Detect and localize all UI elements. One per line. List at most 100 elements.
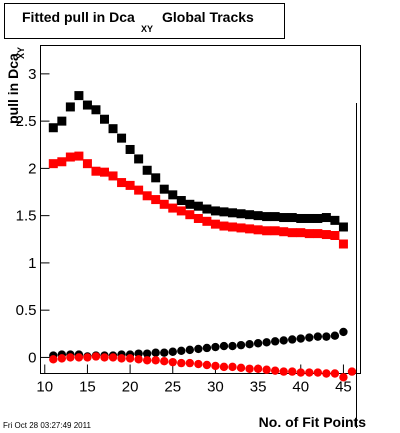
- marker: [262, 338, 271, 347]
- y-tick-label: 2: [28, 160, 36, 177]
- marker: [296, 228, 306, 238]
- marker: [125, 144, 135, 154]
- marker: [245, 364, 254, 373]
- title-box: [4, 3, 285, 39]
- marker: [262, 226, 272, 236]
- marker: [100, 353, 109, 362]
- marker: [296, 368, 305, 377]
- marker: [159, 199, 169, 209]
- marker: [219, 362, 229, 372]
- y-tick-label: 2.5: [16, 113, 37, 130]
- marker: [313, 332, 323, 341]
- marker: [279, 367, 288, 376]
- marker: [330, 331, 340, 340]
- marker: [270, 337, 280, 346]
- marker: [236, 223, 246, 233]
- marker: [193, 201, 203, 211]
- marker: [57, 116, 67, 126]
- marker: [177, 346, 186, 356]
- chart-title-subscript: XY: [141, 24, 153, 34]
- y-tick-label: 1.5: [16, 208, 37, 225]
- marker: [151, 356, 160, 365]
- marker: [108, 171, 118, 181]
- marker: [313, 213, 323, 223]
- marker: [305, 368, 314, 377]
- marker: [202, 216, 212, 226]
- marker: [117, 178, 127, 188]
- marker: [245, 339, 254, 349]
- marker: [168, 203, 178, 213]
- marker: [91, 166, 101, 176]
- x-tick-label: 45: [335, 379, 352, 396]
- marker: [48, 123, 58, 133]
- marker: [304, 229, 314, 239]
- x-tick-label: 35: [250, 379, 267, 396]
- marker: [82, 100, 92, 110]
- chart-title-suffix: Global Tracks: [162, 9, 254, 25]
- marker: [288, 367, 297, 376]
- marker: [270, 212, 280, 222]
- marker: [339, 373, 348, 382]
- marker: [288, 335, 297, 344]
- marker: [74, 353, 84, 362]
- marker: [296, 213, 306, 223]
- marker: [245, 210, 255, 220]
- marker: [253, 211, 263, 221]
- marker: [313, 368, 323, 377]
- marker: [151, 173, 161, 183]
- marker: [91, 352, 101, 361]
- marker: [236, 363, 246, 373]
- marker: [159, 184, 169, 194]
- marker: [193, 213, 203, 223]
- marker: [338, 239, 348, 249]
- marker: [151, 195, 161, 205]
- marker: [142, 349, 152, 358]
- y-tick-label: 3: [28, 66, 36, 83]
- marker: [160, 348, 169, 357]
- marker: [330, 369, 340, 378]
- marker: [57, 354, 67, 363]
- marker: [134, 355, 143, 364]
- marker: [91, 105, 101, 115]
- marker: [83, 353, 92, 362]
- marker: [125, 180, 135, 190]
- marker: [168, 190, 178, 200]
- marker: [202, 343, 212, 353]
- marker: [117, 354, 126, 363]
- marker: [202, 360, 212, 370]
- marker: [185, 358, 195, 368]
- x-tick-label: 10: [36, 379, 53, 396]
- x-tick-label: 30: [207, 379, 224, 396]
- marker: [228, 362, 237, 372]
- marker: [134, 185, 144, 195]
- marker: [108, 353, 118, 362]
- marker: [236, 209, 246, 219]
- marker: [125, 354, 135, 363]
- y-tick-label: 1: [28, 255, 36, 272]
- marker: [313, 229, 323, 239]
- marker: [185, 345, 195, 355]
- marker: [253, 364, 263, 373]
- x-tick-label: 40: [292, 379, 309, 396]
- marker: [270, 366, 280, 375]
- marker: [330, 215, 340, 225]
- marker: [134, 154, 144, 164]
- marker: [82, 159, 92, 169]
- x-tick-label: 20: [122, 379, 139, 396]
- marker: [48, 159, 58, 169]
- marker: [49, 355, 58, 364]
- marker: [228, 341, 237, 351]
- marker: [176, 196, 186, 206]
- marker: [321, 213, 331, 223]
- marker: [304, 213, 314, 223]
- marker: [100, 167, 109, 177]
- marker: [287, 228, 297, 238]
- marker: [228, 222, 237, 232]
- marker: [296, 334, 305, 343]
- marker: [74, 151, 84, 161]
- marker: [151, 348, 160, 357]
- marker: [117, 133, 127, 143]
- marker: [347, 367, 357, 376]
- marker: [108, 124, 118, 134]
